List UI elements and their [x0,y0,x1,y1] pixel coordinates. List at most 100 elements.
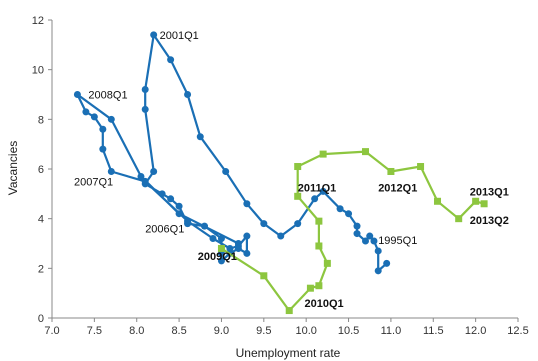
series-1-point [141,177,149,185]
y-tick-label: 12 [32,15,44,27]
y-tick-label: 6 [38,164,44,176]
annotation-label: 2007Q1 [74,176,113,188]
x-tick-label: 12.0 [465,325,486,337]
y-tick-label: 10 [32,65,44,77]
series-1-point [99,145,107,153]
x-tick-label: 8.5 [171,325,186,337]
series-1-point [137,172,145,180]
series-2-point [285,307,293,315]
series-1-point [150,31,158,39]
series-2-point [417,163,425,171]
axes [51,20,518,319]
series-1-point [374,247,382,255]
annotation-label: 2012Q1 [378,183,417,195]
x-tick-label: 10.5 [338,325,359,337]
series-2-point [306,284,314,292]
series-1-point [73,91,81,98]
annotation-label: 1995Q1 [378,235,417,247]
series-2-point [387,167,395,175]
series-1-point [374,267,382,275]
series-1-point [167,56,175,64]
x-tick-label: 8.0 [129,325,144,337]
series-2-point [480,200,488,208]
series-1-point [336,205,344,213]
x-tick-label: 9.0 [214,325,229,337]
annotation-label: 2013Q1 [470,186,509,198]
series-1-point [345,210,353,218]
y-tick-label: 8 [38,114,44,126]
series-1-point [353,230,361,238]
x-tick-label: 9.5 [256,325,271,337]
series-1-point [107,115,115,123]
y-tick-label: 4 [38,214,44,226]
series-1-point [243,232,251,240]
series-1-point [217,257,225,265]
annotation-label: 2006Q1 [145,224,184,236]
annotation-label: 2010Q1 [304,298,343,310]
series-1-line [76,33,388,272]
series-2-point [323,259,331,267]
x-tick-label: 11.0 [381,325,402,337]
series-2-point [217,244,225,252]
x-tick-label: 7.5 [87,325,102,337]
series-1-point [383,259,391,267]
series-2-point [315,282,323,290]
series-1-point [294,220,302,228]
series-1-point [175,210,183,218]
series-2-line [220,150,485,312]
annotation-label: 2008Q1 [88,90,127,102]
x-tick-label: 10.0 [295,325,316,337]
x-tick-label: 12.5 [507,325,528,337]
series-1-point [319,187,327,195]
y-axis-label: Vacancies [6,141,20,195]
series-1-point [158,190,166,198]
series-1-point [243,249,251,257]
series-1-point [201,222,209,230]
x-tick-label: 7.0 [44,325,59,337]
x-tick-label: 11.5 [423,325,444,337]
series-2-point [472,197,480,205]
series-1-point [150,167,158,175]
series-2-point [315,242,323,250]
series-1-point [260,220,268,228]
series-1-point [90,113,98,121]
tick-labels: 7.0 7.5 8.0 8.5 9.0 9.5 10.0 10.5 11.0 11.5 12.0 12… [32,15,529,337]
series-2-point [434,197,442,205]
annotation-label: 2001Q1 [160,30,199,42]
series-1-point [222,167,230,175]
series-1-point [107,167,115,175]
series-1-point [209,235,217,243]
series-1-point [226,244,234,252]
series-1-point [141,105,149,113]
series-1-point [99,125,107,133]
series-2-point [260,272,268,280]
series-1-point [82,108,90,116]
series-1-point [243,200,251,208]
annotation-label: 2011Q1 [298,183,337,195]
series-1-point [234,240,242,247]
series-1-point [141,86,149,94]
series-2-point [315,217,323,225]
series-1-point [366,232,374,240]
annotation-label: 2013Q2 [470,215,509,227]
annotation-layer: 2001Q1 2008Q1 2007Q1 2006Q1 2009Q1 2011Q1 2012… [74,30,509,310]
series-1-point [370,237,378,245]
y-tick-label: 2 [38,263,44,275]
series-2-point [294,163,302,171]
series-2-point [319,150,327,158]
series-1-point [175,202,183,210]
series-1-point [217,235,225,243]
series-1 [73,31,391,275]
series-2-point [455,215,463,223]
series-1-point [167,195,175,203]
series-1-point [196,133,204,141]
x-axis-label: Unemployment rate [236,346,341,360]
series-1-point [311,195,319,203]
series-1-point [361,237,369,245]
series-1-point [184,217,192,225]
series-2-point [294,192,302,200]
annotation-label: 2009Q1 [198,251,237,263]
series-2 [217,148,488,315]
series-1-point [353,222,361,230]
